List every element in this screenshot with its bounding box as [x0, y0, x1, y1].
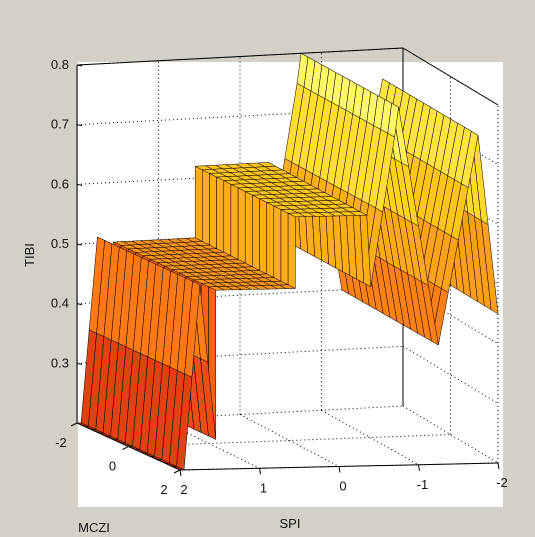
- tick-mark-z: [76, 124, 83, 127]
- tick-mark-y: [173, 469, 181, 474]
- surface-patch: [244, 191, 253, 268]
- tick-label-z: 0.6: [51, 176, 69, 191]
- surface-patch: [259, 198, 267, 275]
- tick-mark-x: [418, 464, 420, 471]
- tick-label-z: 0.7: [51, 117, 69, 132]
- tick-label-x: 2: [180, 482, 187, 497]
- surface-patch: [194, 165, 203, 242]
- tick-mark-z: [76, 64, 83, 67]
- tick-mark-z: [76, 362, 83, 365]
- surface-patch: [237, 187, 246, 264]
- surface-patch: [209, 173, 217, 250]
- tick-label-y: 2: [160, 482, 167, 497]
- surface-patch: [287, 212, 296, 289]
- y-axis-label: MCZI: [78, 520, 110, 535]
- tick-label-x: -1: [417, 477, 429, 492]
- tick-mark-y: [122, 446, 129, 450]
- surface-patch: [230, 183, 239, 260]
- grid-line-y-floor: [128, 434, 451, 447]
- surface-patch: [266, 201, 275, 279]
- box-edge-top-side: [402, 47, 499, 106]
- tick-label-x: 1: [260, 480, 267, 495]
- tick-mark-x: [259, 468, 261, 475]
- grid-line-y-floor: [76, 405, 404, 424]
- grid-line-x-floor: [402, 405, 499, 464]
- z-axis-label: TIBI: [22, 243, 37, 267]
- tick-label-z: 0.8: [51, 57, 69, 72]
- box-edge-top-back: [76, 47, 404, 66]
- x-axis-label: SPI: [280, 516, 301, 531]
- tick-mark-x: [179, 469, 182, 477]
- tick-label-y: 0: [109, 459, 116, 474]
- grid-line-z-back: [76, 345, 404, 364]
- tick-mark-x: [338, 466, 341, 473]
- tick-mark-y: [70, 422, 78, 427]
- grid-line-z-side: [402, 286, 499, 345]
- surface-patch: [252, 194, 260, 271]
- tick-label-z: 0.5: [51, 236, 69, 251]
- grid-line-x-floor: [321, 409, 419, 466]
- tick-labels: 0.8 0.7 0.6 0.5 0.4 0.3 2 1 0 -1 -2 -2 0 2: [51, 57, 508, 497]
- tick-mark-z: [76, 243, 83, 246]
- surface-patch: [216, 176, 225, 253]
- grid-line-z-side: [402, 107, 499, 166]
- tick-mark-z: [76, 183, 83, 186]
- tick-label-y: -2: [55, 435, 67, 450]
- tick-label-x: 0: [339, 479, 346, 494]
- surface-patch: [280, 209, 289, 286]
- surface-patch: [273, 205, 282, 282]
- tick-label-x: -2: [496, 475, 508, 490]
- tick-mark-x: [497, 462, 500, 470]
- tick-label-z: 0.3: [51, 355, 69, 370]
- surface: [76, 52, 499, 471]
- tick-mark-z: [76, 303, 83, 306]
- surface-patch: [223, 180, 232, 257]
- surface-patch: [202, 169, 210, 246]
- grid-line-z-side: [402, 345, 499, 404]
- tick-label-z: 0.4: [51, 296, 69, 311]
